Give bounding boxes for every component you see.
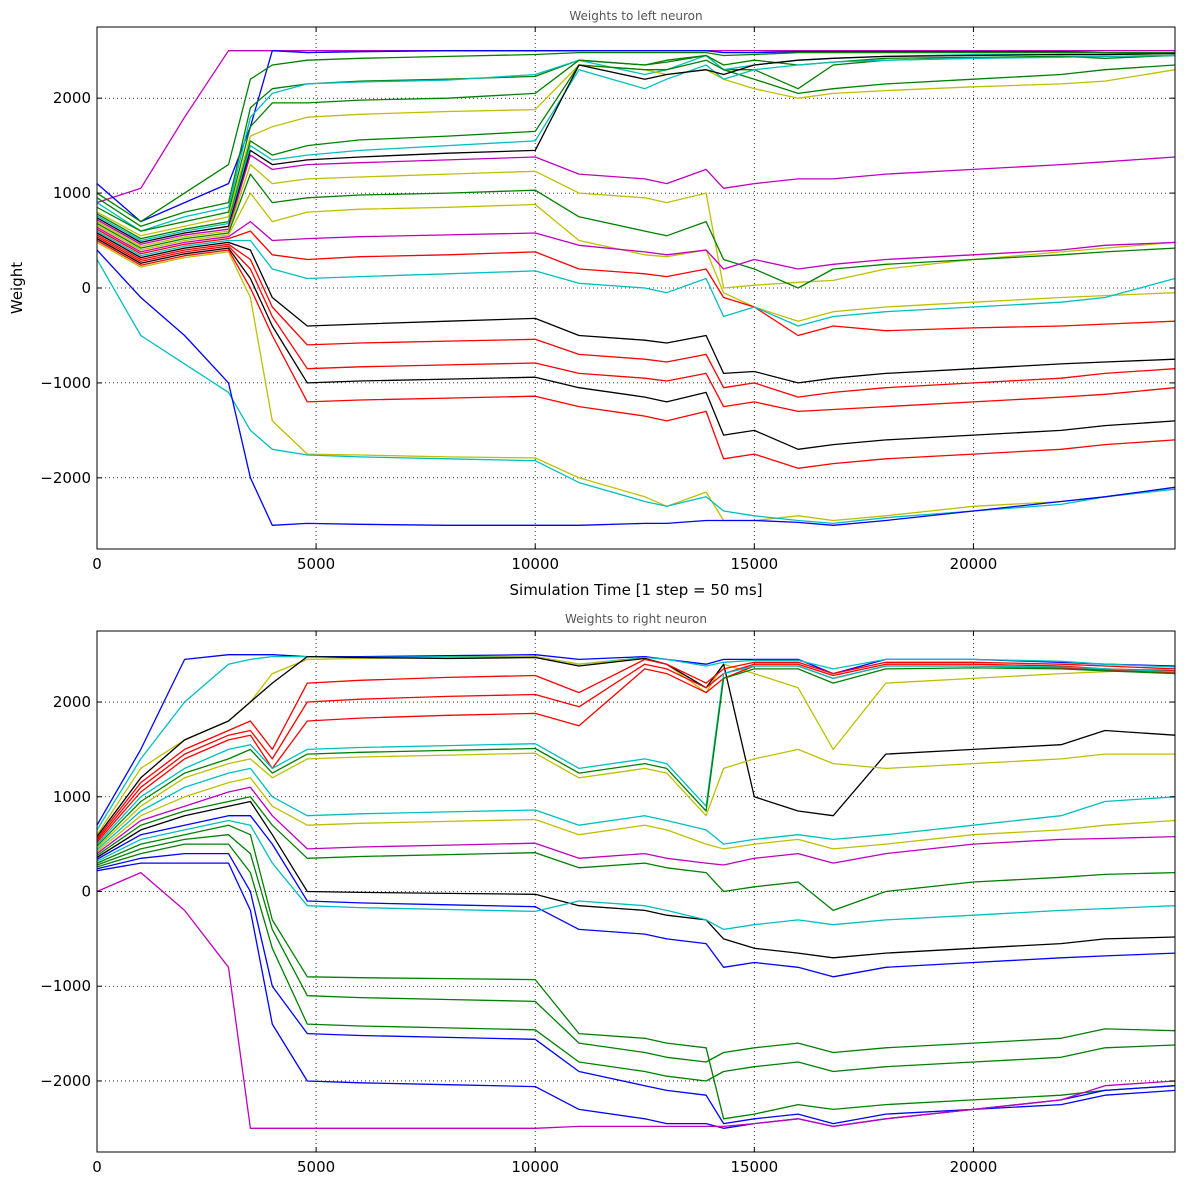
series-line	[97, 54, 1175, 242]
y-tick-label: −1000	[40, 977, 91, 995]
series-line	[97, 173, 1175, 289]
series-line	[97, 748, 1175, 849]
x-tick-label: 15000	[730, 555, 778, 573]
plot-area	[97, 631, 1175, 1152]
y-tick-label: 0	[81, 883, 91, 901]
right-neuron-plot: 0 5000 10000 15000 20000 −2000 −1000 0 1000 2000 W…	[40, 612, 1176, 1176]
series-line	[97, 238, 1175, 450]
series-line	[97, 819, 1175, 931]
x-tick-label: 10000	[511, 555, 559, 573]
series-line	[97, 871, 1175, 1129]
y-tick-label: −2000	[40, 1072, 91, 1090]
y-tick-label: −2000	[40, 469, 91, 487]
x-tick-label: 20000	[950, 1158, 998, 1176]
series-line	[97, 230, 1175, 327]
y-tick-label: 2000	[53, 89, 91, 107]
y-tick-label: 0	[81, 279, 91, 297]
chart-title: Weights to right neuron	[565, 612, 707, 626]
series-line	[97, 658, 1175, 839]
series-line	[97, 241, 1175, 522]
series-line	[97, 59, 1175, 240]
x-tick-label: 10000	[511, 1158, 559, 1176]
y-tick-label: 2000	[53, 693, 91, 711]
series-line	[97, 655, 1175, 837]
series-line	[97, 228, 1175, 337]
chart-title: Weights to left neuron	[569, 9, 702, 23]
series-line	[97, 852, 1175, 1125]
series-line	[97, 834, 1175, 1063]
series-line	[97, 786, 1175, 866]
series-line	[97, 232, 1175, 384]
series-line	[97, 51, 1175, 223]
series-line	[97, 234, 1175, 398]
y-axis-label: Weight	[8, 262, 26, 314]
series-line	[97, 54, 1175, 232]
series-line	[97, 52, 1175, 244]
series-line	[97, 667, 1175, 847]
left-neuron-plot: 0 5000 10000 15000 20000 −2000 −1000 0 1000 2000 W…	[8, 9, 1176, 599]
series-group	[97, 50, 1175, 526]
series-line	[97, 665, 1175, 845]
series-line	[97, 259, 1175, 525]
series-line	[97, 767, 1175, 851]
series-line	[97, 777, 1175, 853]
y-tick-label: 1000	[53, 184, 91, 202]
y-tick-label: 1000	[53, 788, 91, 806]
series-group	[97, 654, 1175, 1129]
x-tick-label: 20000	[950, 555, 998, 573]
series-line	[97, 192, 1175, 322]
x-axis-label: Simulation Time [1 step = 50 ms]	[510, 581, 763, 599]
series-line	[97, 239, 1175, 469]
y-tick-label: −1000	[40, 374, 91, 392]
series-line	[97, 220, 1175, 270]
series-line	[97, 796, 1175, 912]
x-tick-label: 0	[92, 555, 102, 573]
series-line	[97, 800, 1175, 959]
series-line	[97, 154, 1175, 245]
series-line	[97, 824, 1175, 1120]
series-line	[97, 655, 1175, 831]
series-line	[97, 249, 1175, 526]
series-line	[97, 163, 1175, 289]
x-tick-label: 15000	[730, 1158, 778, 1176]
x-tick-label: 0	[92, 1158, 102, 1176]
series-line	[97, 236, 1175, 413]
series-line	[97, 663, 1175, 841]
series-line	[97, 815, 1175, 978]
series-line	[97, 843, 1175, 1082]
x-tick-label: 5000	[297, 555, 335, 573]
x-tick-label: 5000	[297, 1158, 335, 1176]
